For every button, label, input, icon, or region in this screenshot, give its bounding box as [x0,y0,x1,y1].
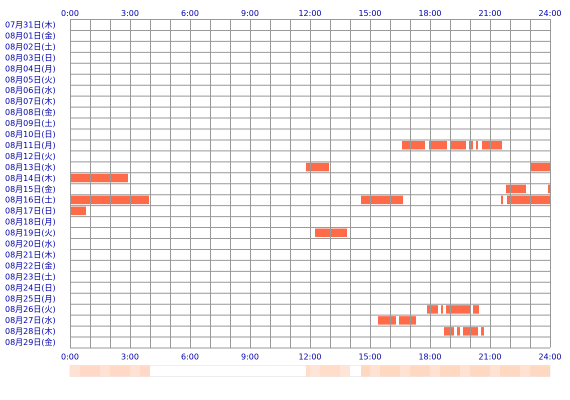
activity-bar [402,140,425,150]
x-tick-label-bottom: 15:00 [358,353,381,362]
activity-bar [501,195,503,205]
row-label: 08月10日(日) [5,130,56,139]
row-label: 08月29日(金) [5,337,56,347]
row-label: 08月08日(金) [5,107,56,117]
row-label: 08月28日(木) [5,326,56,336]
row-label: 08月15日(金) [5,184,56,194]
activity-bar [451,140,466,150]
x-tick-label-bottom: 6:00 [181,353,199,362]
row-label: 08月25日(月) [5,294,56,303]
x-tick-label-bottom: 21:00 [478,353,501,362]
activity-bar [507,195,550,205]
activity-bar [427,305,438,314]
row-label: 08月20日(水) [5,239,56,249]
summary-strip-band [370,365,380,377]
summary-strip-band [490,365,500,377]
activity-bar [429,140,447,150]
x-tick-label-top: 6:00 [181,9,199,18]
row-label: 07月31日(木) [5,20,56,30]
summary-strip-band [520,365,530,377]
summary-strip-band [70,365,80,377]
activity-bar [531,162,550,172]
activity-bar [378,316,396,325]
activity-bar [506,184,526,194]
row-label: 08月05日(火) [5,75,56,84]
row-label: 08月02日(土) [5,41,56,51]
activity-bar [473,305,479,314]
row-label: 08月12日(火) [5,152,56,161]
x-tick-label-top: 15:00 [358,9,381,18]
x-tick-label-bottom: 3:00 [121,353,139,362]
x-tick-label-bottom: 18:00 [418,353,441,362]
summary-strip-band [310,365,320,377]
x-tick-label-top: 18:00 [418,9,441,18]
summary-strip-band [400,365,410,377]
row-label: 08月11日(月) [5,141,56,150]
activity-bar [482,140,502,150]
x-tick-label-bottom: 9:00 [241,353,259,362]
row-label: 08月16日(土) [5,195,56,205]
x-tick-label-top: 21:00 [478,9,501,18]
row-label: 08月01日(金) [5,30,56,40]
activity-bar [70,195,149,205]
row-label: 08月22日(金) [5,260,56,270]
summary-strip-band [130,365,140,377]
activity-bar [70,173,128,183]
x-tick-label-top: 0:00 [61,9,79,18]
summary-strip-band [340,365,350,377]
activity-bar [481,327,484,336]
row-label: 08月17日(日) [5,207,56,216]
row-label: 08月04日(月) [5,64,56,73]
summary-strip-band [430,365,440,377]
summary-density-segment [306,365,350,377]
row-label: 08月21日(木) [5,249,56,259]
row-label: 08月06日(水) [5,85,56,95]
activity-bar [444,327,454,336]
x-tick-label-bottom: 12:00 [298,353,321,362]
row-label: 08月18日(月) [5,218,56,227]
row-label: 08月07日(木) [5,96,56,106]
row-label: 08月26日(火) [5,305,56,314]
row-label: 08月09日(土) [5,118,56,128]
activity-bar [457,327,460,336]
activity-bar [441,305,443,314]
x-tick-label-bottom: 0:00 [61,353,79,362]
x-tick-label-top: 12:00 [298,9,321,18]
row-label: 08月13日(水) [5,162,56,172]
activity-bar [399,316,416,325]
x-tick-label-top: 3:00 [121,9,139,18]
row-label: 08月27日(水) [5,315,56,325]
row-label: 08月24日(日) [5,283,56,292]
x-tick-label-top: 9:00 [241,9,259,18]
activity-bar [476,140,478,150]
activity-bar [306,162,329,172]
summary-strip-band [100,365,110,377]
row-label: 08月19日(火) [5,229,56,238]
summary-density-segment [70,365,150,377]
row-label: 08月14日(木) [5,173,56,183]
row-label: 08月23日(土) [5,271,56,281]
activity-bar [446,305,470,314]
row-label: 08月03日(日) [5,53,56,62]
x-tick-label-top: 24:00 [538,9,561,18]
summary-strip-band [460,365,470,377]
summary-density-segment [361,365,550,377]
activity-bar [361,195,403,205]
activity-bar [548,184,550,194]
x-tick-label-bottom: 24:00 [538,353,561,362]
activity-bar [70,206,86,216]
